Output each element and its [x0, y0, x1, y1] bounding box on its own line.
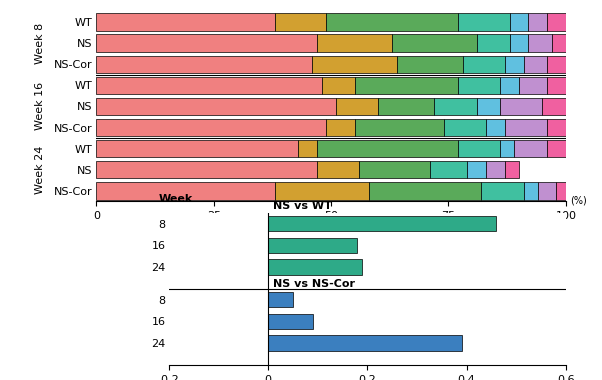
- Bar: [500, 140, 514, 157]
- Bar: [336, 98, 378, 115]
- Bar: [317, 35, 392, 52]
- Bar: [458, 13, 509, 31]
- Bar: [355, 77, 458, 94]
- Bar: [505, 161, 519, 178]
- Bar: [556, 182, 566, 200]
- Bar: [519, 77, 547, 94]
- Bar: [547, 119, 566, 136]
- Bar: [96, 182, 275, 200]
- Bar: [435, 98, 477, 115]
- Bar: [96, 140, 298, 157]
- Bar: [96, 35, 317, 52]
- Bar: [547, 140, 566, 157]
- Bar: [321, 77, 355, 94]
- Bar: [96, 77, 321, 94]
- Bar: [477, 98, 500, 115]
- Bar: [529, 13, 547, 31]
- Bar: [486, 161, 505, 178]
- Text: Week: Week: [159, 194, 193, 204]
- Bar: [509, 35, 529, 52]
- Bar: [326, 13, 458, 31]
- Bar: [317, 161, 359, 178]
- Bar: [542, 98, 566, 115]
- Bar: [397, 55, 462, 73]
- Bar: [524, 55, 547, 73]
- Bar: [359, 161, 430, 178]
- Bar: [275, 13, 326, 31]
- Bar: [547, 13, 566, 31]
- Bar: [268, 314, 312, 329]
- Bar: [486, 119, 505, 136]
- Text: Week 16: Week 16: [35, 82, 45, 130]
- Bar: [482, 182, 524, 200]
- Bar: [298, 140, 317, 157]
- Bar: [500, 77, 519, 94]
- Bar: [96, 161, 317, 178]
- Bar: [96, 13, 275, 31]
- Bar: [477, 35, 509, 52]
- Bar: [500, 98, 542, 115]
- Bar: [312, 55, 397, 73]
- Text: NS vs NS-Cor: NS vs NS-Cor: [273, 279, 355, 289]
- Bar: [326, 119, 355, 136]
- Bar: [355, 119, 444, 136]
- Bar: [458, 140, 500, 157]
- Bar: [458, 77, 500, 94]
- Bar: [509, 13, 529, 31]
- Bar: [547, 55, 566, 73]
- Bar: [268, 336, 462, 351]
- Bar: [444, 119, 486, 136]
- Bar: [462, 55, 505, 73]
- Text: Week 8: Week 8: [35, 22, 45, 64]
- Text: (%): (%): [571, 196, 588, 206]
- Bar: [96, 55, 312, 73]
- Bar: [317, 140, 458, 157]
- Bar: [392, 35, 477, 52]
- Bar: [467, 161, 486, 178]
- Bar: [96, 119, 326, 136]
- Bar: [529, 35, 552, 52]
- Bar: [538, 182, 556, 200]
- Bar: [96, 98, 336, 115]
- Bar: [368, 182, 482, 200]
- Bar: [552, 35, 566, 52]
- Bar: [268, 260, 362, 275]
- Bar: [514, 140, 547, 157]
- Bar: [268, 238, 358, 253]
- Bar: [268, 292, 293, 307]
- Text: NS vs WT: NS vs WT: [273, 201, 332, 211]
- Bar: [275, 182, 368, 200]
- Bar: [505, 119, 547, 136]
- Bar: [268, 216, 496, 231]
- Bar: [547, 77, 566, 94]
- Bar: [378, 98, 435, 115]
- Text: Week 24: Week 24: [35, 146, 45, 194]
- Bar: [505, 55, 524, 73]
- Bar: [524, 182, 538, 200]
- Bar: [430, 161, 467, 178]
